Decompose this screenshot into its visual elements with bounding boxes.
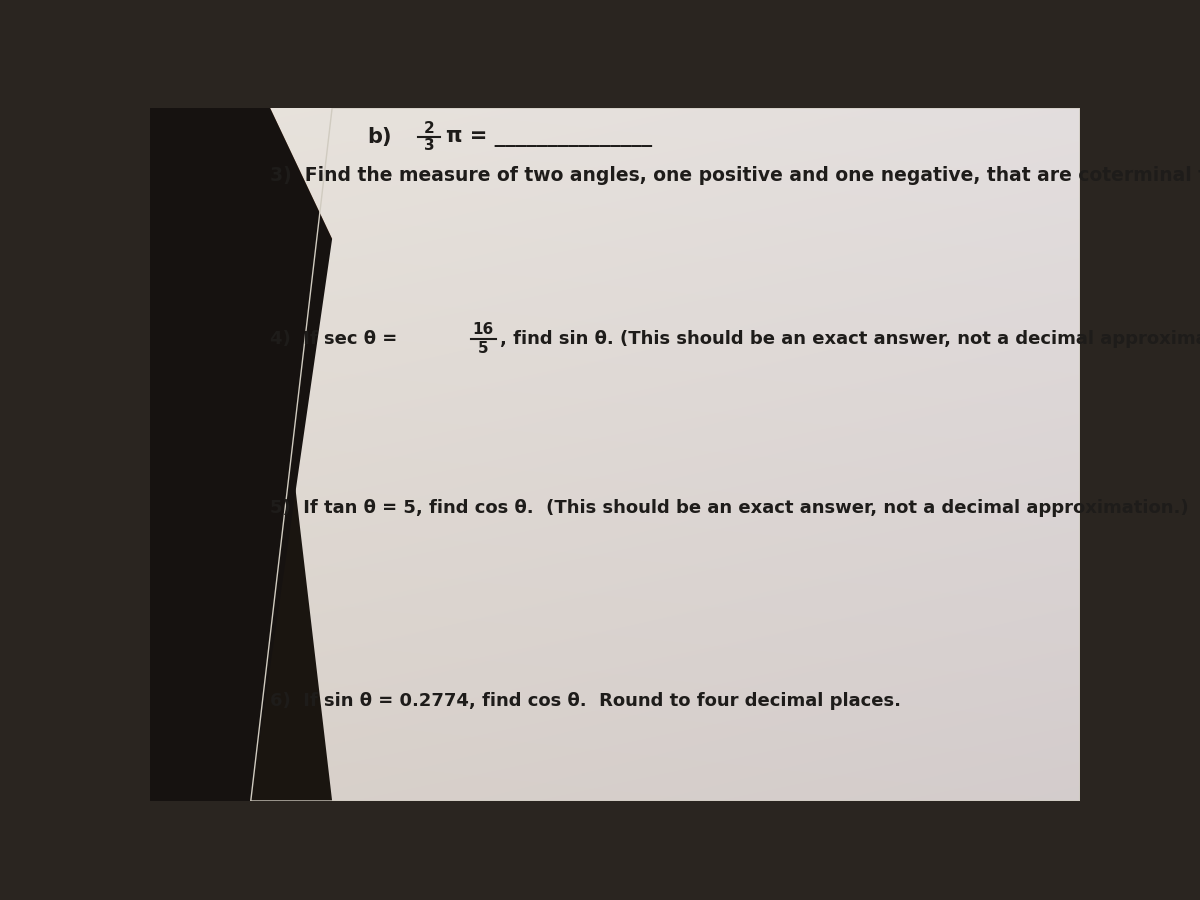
Polygon shape — [150, 108, 332, 801]
Text: 2: 2 — [424, 122, 434, 136]
Text: 5)  If tan θ = 5, find cos θ.  (This should be an exact answer, not a decimal ap: 5) If tan θ = 5, find cos θ. (This shoul… — [270, 500, 1189, 518]
Polygon shape — [150, 108, 332, 801]
Text: 16: 16 — [473, 322, 494, 338]
Text: 6)  If sin θ = 0.2774, find cos θ.  Round to four decimal places.: 6) If sin θ = 0.2774, find cos θ. Round … — [270, 692, 901, 710]
Text: 3)  Find the measure of two angles, one positive and one negative, that are cote: 3) Find the measure of two angles, one p… — [270, 166, 1200, 185]
Text: 5: 5 — [478, 341, 488, 356]
Text: , find sin θ. (This should be an exact answer, not a decimal approximation.): , find sin θ. (This should be an exact a… — [500, 330, 1200, 348]
Text: 3: 3 — [424, 139, 434, 153]
Polygon shape — [150, 108, 332, 277]
Text: 4)  If sec θ =: 4) If sec θ = — [270, 330, 403, 348]
Text: b): b) — [367, 127, 391, 148]
Text: π = _______________: π = _______________ — [446, 127, 652, 148]
